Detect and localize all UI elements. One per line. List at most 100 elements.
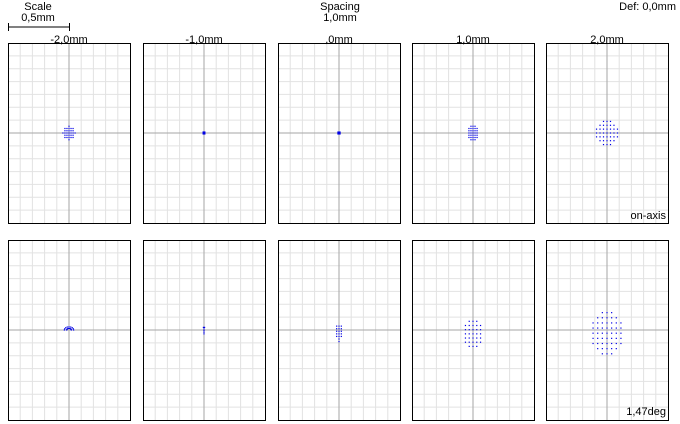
ray-point [599, 132, 601, 134]
ray-point [70, 132, 72, 134]
ray-point [606, 353, 608, 355]
ray-point [339, 132, 341, 134]
spacing-value: 1,0mm [323, 12, 357, 24]
ray-point [338, 133, 340, 135]
ray-point [474, 136, 476, 139]
ray-point [71, 327, 73, 329]
ray-point [338, 330, 340, 332]
ray-point [67, 327, 69, 330]
ray-point [72, 132, 74, 134]
ray-point [202, 132, 204, 134]
ray-point [592, 322, 594, 324]
ray-point [474, 134, 476, 136]
ray-point [68, 130, 70, 132]
ray-point [68, 326, 70, 328]
ray-point [597, 348, 599, 350]
ray-point [340, 328, 342, 330]
ray-point [472, 130, 474, 132]
ray-point [613, 128, 615, 130]
ray-point [203, 133, 205, 135]
ray-point [601, 322, 603, 324]
ray-point [470, 132, 472, 134]
ray-point [601, 317, 603, 319]
ray-point [609, 143, 612, 146]
ray-point [68, 136, 70, 139]
ray-point [606, 332, 608, 334]
ray-point [606, 348, 608, 350]
ray-point [63, 329, 65, 331]
ray-point [474, 125, 476, 127]
ray-point [468, 127, 470, 130]
ray-point [72, 130, 74, 132]
ray-point [203, 331, 205, 333]
ray-point [73, 329, 75, 331]
ray-point [69, 327, 71, 330]
spot-diagram-panel [8, 240, 131, 421]
ray-point [611, 348, 613, 350]
ray-point [203, 328, 205, 330]
ray-point [599, 128, 601, 130]
ray-point [597, 342, 599, 345]
ray-point [204, 131, 206, 133]
focus-label: 1,0mm [456, 34, 490, 46]
ray-point [66, 132, 68, 134]
ray-point [338, 335, 340, 338]
spot-diagram-panel [412, 240, 535, 421]
scale-bar [8, 23, 70, 31]
ray-point [609, 120, 612, 123]
ray-point [606, 132, 608, 134]
ray-point [613, 124, 615, 126]
ray-point [470, 136, 472, 139]
ray-point [615, 337, 617, 339]
ray-point [597, 327, 599, 329]
ray-point [611, 332, 613, 334]
ray-point [338, 328, 340, 330]
ray-point [476, 320, 478, 322]
spot-diagram-panel [546, 43, 669, 224]
scale-indicator: Scale 0,5mm [4, 2, 74, 32]
ray-point [602, 136, 605, 138]
ray-point [592, 327, 594, 329]
ray-point [68, 125, 70, 127]
ray-point [476, 329, 478, 331]
ray-point [474, 132, 476, 134]
ray-point [468, 337, 470, 339]
ray-point [602, 128, 605, 130]
ray-point [70, 136, 72, 139]
ray-point [606, 140, 608, 142]
ray-point [479, 324, 482, 327]
ray-point [606, 317, 608, 319]
ray-point [609, 140, 612, 142]
ray-point [336, 330, 338, 332]
ray-point [64, 134, 66, 136]
ray-point [66, 328, 68, 330]
ray-point [468, 132, 470, 134]
ray-point [615, 317, 617, 319]
panel-frame [546, 43, 669, 224]
ray-point [204, 132, 206, 134]
ray-point [595, 132, 598, 134]
ray-point [68, 134, 70, 136]
ray-point [599, 136, 601, 138]
ray-point [72, 136, 74, 139]
ray-point [338, 333, 340, 335]
ray-point [70, 328, 72, 330]
ray-point [602, 120, 605, 123]
ray-point [68, 139, 70, 141]
ray-point [601, 327, 603, 329]
ray-point [202, 133, 204, 135]
ray-point [468, 329, 470, 331]
ray-point [476, 132, 478, 134]
ray-point [337, 132, 339, 134]
ray-point [464, 341, 467, 343]
defocus-label: Def: 0,0mm [619, 1, 676, 13]
ray-point [476, 333, 478, 335]
panel-frame [8, 43, 131, 224]
ray-point [606, 128, 608, 130]
ray-point [611, 342, 613, 345]
focus-label: 2,0mm [590, 34, 624, 46]
ray-point [464, 333, 467, 335]
ray-point [606, 120, 608, 123]
ray-point [613, 140, 615, 142]
